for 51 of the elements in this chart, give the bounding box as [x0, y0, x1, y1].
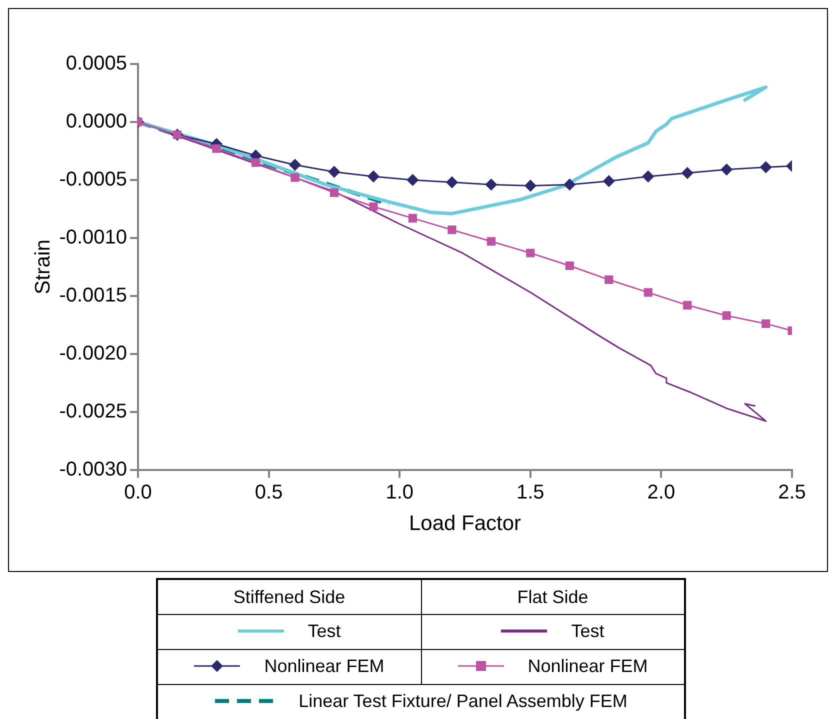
point	[251, 158, 260, 167]
point	[644, 288, 652, 297]
point	[408, 214, 417, 222]
point	[603, 175, 615, 187]
legend-label: Test	[571, 620, 604, 642]
point	[330, 188, 339, 197]
x-tick-label: 2.5	[778, 481, 806, 504]
point	[720, 164, 732, 176]
legend-label: Nonlinear FEM	[264, 656, 384, 677]
point	[290, 173, 300, 182]
y-tick-label: 0.0000	[66, 110, 128, 132]
text: Flat Side	[421, 579, 685, 614]
point	[369, 202, 378, 211]
y-tick-label: -0.0015	[59, 284, 128, 306]
point	[212, 144, 221, 153]
y-tick-label: -0.0010	[59, 226, 128, 248]
x-axis-title: Load Factor	[408, 512, 522, 536]
y-axis-title: Strain	[31, 239, 54, 294]
x-tick-label: 0.5	[254, 481, 283, 504]
point	[406, 174, 418, 186]
point	[524, 180, 536, 192]
point	[485, 178, 497, 190]
point	[368, 170, 380, 182]
point	[328, 166, 340, 178]
y-tick-label: 0.0005	[66, 52, 128, 75]
x-tick-label: 1.0	[386, 481, 414, 504]
point	[604, 275, 614, 284]
point	[448, 226, 456, 234]
y-tick-label: -0.0030	[59, 458, 128, 480]
point	[683, 300, 692, 310]
point	[762, 319, 770, 328]
point	[642, 170, 654, 182]
y-tick-label: -0.0020	[59, 342, 128, 364]
point	[289, 159, 301, 171]
x-tick-label: 0.0	[124, 481, 152, 504]
x-tick-label: 2.0	[647, 481, 676, 504]
point	[565, 261, 574, 270]
point	[564, 178, 576, 190]
y-tick-label: -0.0005	[59, 168, 128, 190]
point	[760, 161, 772, 173]
text: Stiffened Side	[157, 579, 421, 614]
legend-label: Nonlinear FEM	[528, 656, 648, 677]
point	[682, 167, 694, 179]
legend-label: Linear Test Fixture/ Panel Assembly FEM	[298, 690, 628, 712]
y-tick-label: -0.0025	[59, 400, 128, 422]
point	[446, 176, 458, 188]
x-tick-label: 1.5	[516, 481, 544, 504]
point	[722, 311, 731, 320]
legend-label: Test	[308, 620, 341, 642]
point	[486, 237, 496, 246]
point	[526, 248, 535, 258]
